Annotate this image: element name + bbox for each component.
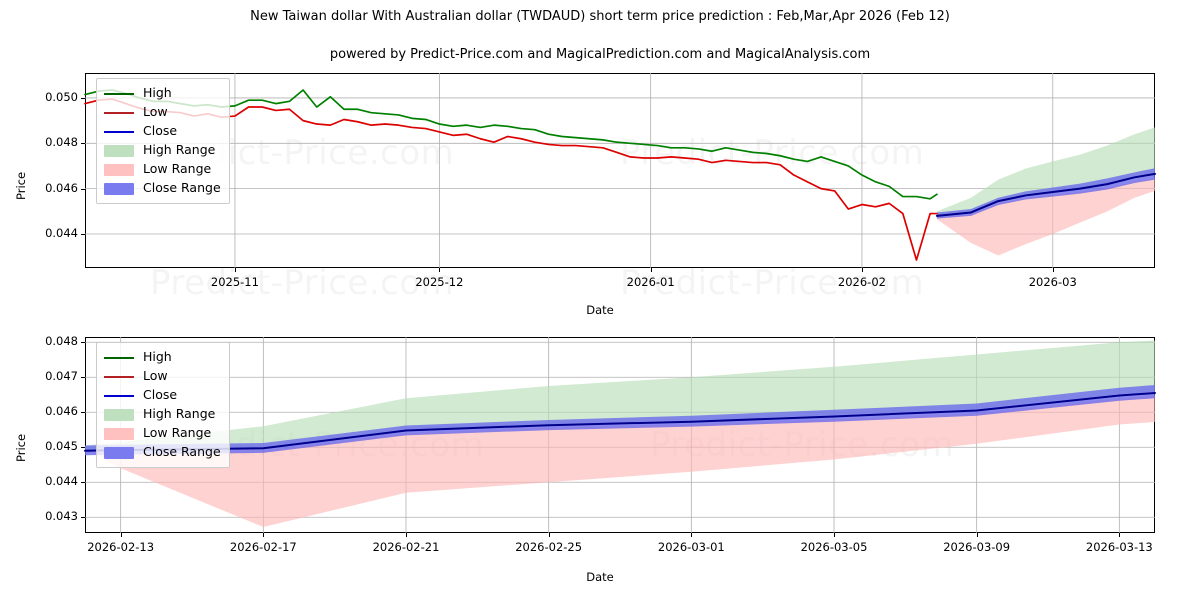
legend-swatch-band-icon xyxy=(104,408,134,421)
legend-swatch-line-icon xyxy=(104,88,134,100)
top-chart-y-tick-label: 0.048 xyxy=(45,135,78,150)
bottom-chart-y-tick-label: 0.048 xyxy=(45,334,78,349)
top-chart-plot xyxy=(84,73,1156,268)
legend-swatch-line-icon xyxy=(104,352,134,364)
top-chart-y-tick-mark xyxy=(81,97,85,99)
top-chart-x-tick-label: 2026-03 xyxy=(1028,275,1077,289)
top-chart-x-tick-mark xyxy=(439,268,441,272)
bottom-chart-x-tick-label: 2026-03-05 xyxy=(800,540,868,554)
bottom-chart-x-tick-mark xyxy=(834,533,835,537)
legend-item-label: Low Range xyxy=(143,425,212,441)
bottom-chart-x-tick-mark xyxy=(691,533,693,537)
bottom-y-axis-label: Price xyxy=(14,433,28,462)
bottom-chart-x-tick-mark xyxy=(548,533,550,537)
legend-swatch-band-icon xyxy=(104,446,134,459)
bottom-chart-y-tick-label: 0.043 xyxy=(45,509,78,524)
legend-item-label: Close Range xyxy=(143,444,221,460)
bottom-chart-x-tick-mark xyxy=(120,533,122,537)
top-chart-legend-item[interactable]: Close Range xyxy=(104,179,221,198)
legend-item-label: Close Range xyxy=(143,180,221,196)
legend-swatch-line-icon xyxy=(104,126,134,138)
legend-swatch-band-icon xyxy=(104,182,134,195)
bottom-chart-panel xyxy=(84,337,1156,533)
legend-item-label: High Range xyxy=(143,142,216,158)
bottom-chart-legend[interactable]: High Low Close High Range Low Range Close Ran… xyxy=(96,342,230,468)
bottom-chart-y-tick-label: 0.044 xyxy=(45,474,78,489)
bottom-chart-y-tick-mark xyxy=(81,447,85,449)
legend-item-label: Low xyxy=(143,104,168,120)
bottom-chart-legend-item[interactable]: High xyxy=(104,348,221,367)
bottom-chart-y-tick-label: 0.047 xyxy=(45,369,78,384)
legend-swatch-line-icon xyxy=(104,390,134,402)
bottom-chart-x-tick-label: 2026-03-01 xyxy=(657,540,725,554)
top-chart-x-tick-mark xyxy=(1052,268,1054,272)
top-chart-legend-item[interactable]: Low xyxy=(104,103,221,122)
legend-swatch-line-icon xyxy=(104,371,134,383)
page-title: New Taiwan dollar With Australian dollar… xyxy=(250,9,950,24)
top-chart-y-tick-mark xyxy=(81,188,85,190)
legend-swatch-band-icon xyxy=(104,163,134,176)
bottom-chart-x-tick-mark xyxy=(1119,533,1121,537)
bottom-x-axis-label: Date xyxy=(586,570,614,584)
bottom-chart-plot xyxy=(84,337,1156,533)
bottom-chart-y-tick-mark xyxy=(81,412,85,414)
top-chart-legend-item[interactable]: Close xyxy=(104,122,221,141)
legend-item-label: High Range xyxy=(143,406,216,422)
top-y-axis-label: Price xyxy=(14,171,28,200)
bottom-chart-x-tick-label: 2026-02-13 xyxy=(87,540,155,554)
bottom-chart-legend-item[interactable]: Close xyxy=(104,386,221,405)
bottom-chart-x-tick-mark xyxy=(976,533,978,537)
top-chart-x-tick-mark xyxy=(861,268,863,272)
top-x-axis-label: Date xyxy=(586,303,614,317)
top-chart-y-tick-mark xyxy=(81,143,85,145)
top-chart-x-tick-label: 2026-02 xyxy=(837,275,886,289)
top-chart-y-tick-label: 0.044 xyxy=(45,225,78,240)
legend-item-label: Low Range xyxy=(143,161,212,177)
top-chart-x-tick-label: 2026-01 xyxy=(626,275,675,289)
bottom-chart-x-tick-label: 2026-02-21 xyxy=(372,540,440,554)
bottom-chart-y-tick-label: 0.045 xyxy=(45,439,78,454)
legend-swatch-line-icon xyxy=(104,107,134,119)
bottom-chart-y-tick-mark xyxy=(81,342,85,344)
top-chart-x-tick-mark xyxy=(650,268,652,272)
top-chart-x-tick-mark xyxy=(234,268,236,272)
bottom-chart-x-tick-label: 2026-02-17 xyxy=(229,540,297,554)
legend-item-label: High xyxy=(143,349,172,365)
bottom-chart-y-tick-mark xyxy=(81,482,85,484)
bottom-chart-x-tick-mark xyxy=(406,533,407,537)
bottom-chart-x-tick-label: 2026-03-09 xyxy=(943,540,1011,554)
top-chart-legend[interactable]: High Low Close High Range Low Range Close Ran… xyxy=(96,78,230,204)
top-chart-legend-item[interactable]: Low Range xyxy=(104,160,221,179)
top-chart-x-tick-label: 2025-11 xyxy=(210,275,259,289)
top-chart-legend-item[interactable]: High Range xyxy=(104,141,221,160)
legend-item-label: Close xyxy=(143,123,178,139)
top-chart-y-tick-label: 0.050 xyxy=(45,89,78,104)
legend-item-label: Low xyxy=(143,368,168,384)
top-chart-panel xyxy=(84,73,1156,268)
bottom-chart-legend-item[interactable]: High Range xyxy=(104,405,221,424)
top-chart-legend-item[interactable]: High xyxy=(104,84,221,103)
top-chart-y-tick-mark xyxy=(81,233,85,235)
bottom-chart-y-tick-label: 0.046 xyxy=(45,404,78,419)
bottom-chart-legend-item[interactable]: Low Range xyxy=(104,424,221,443)
legend-swatch-band-icon xyxy=(104,427,134,440)
legend-item-label: Close xyxy=(143,387,178,403)
bottom-chart-x-tick-label: 2026-03-13 xyxy=(1085,540,1153,554)
bottom-chart-y-tick-mark xyxy=(81,517,85,519)
page-subtitle: powered by Predict-Price.com and Magical… xyxy=(329,47,871,62)
bottom-chart-x-tick-mark xyxy=(263,533,265,537)
legend-item-label: High xyxy=(143,85,172,101)
bottom-chart-legend-item[interactable]: Close Range xyxy=(104,443,221,462)
top-chart-x-tick-label: 2025-12 xyxy=(415,275,464,289)
bottom-chart-x-tick-label: 2026-02-25 xyxy=(515,540,583,554)
bottom-chart-legend-item[interactable]: Low xyxy=(104,367,221,386)
top-chart-y-tick-label: 0.046 xyxy=(45,180,78,195)
bottom-chart-y-tick-mark xyxy=(81,377,85,379)
legend-swatch-band-icon xyxy=(104,144,134,157)
bottom-chart-frame xyxy=(85,337,1155,533)
